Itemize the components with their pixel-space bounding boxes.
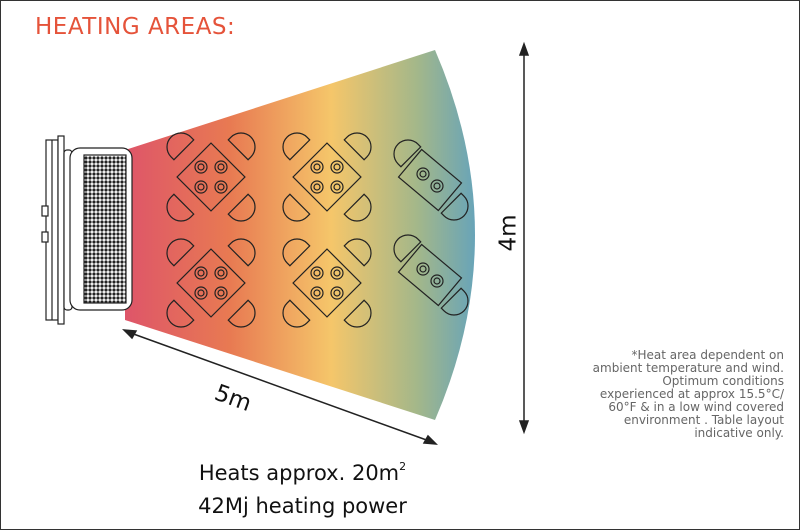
plate-inner bbox=[333, 183, 341, 191]
heat-cone bbox=[125, 50, 475, 420]
width-dimension-arrow bbox=[518, 41, 530, 435]
plate bbox=[430, 274, 444, 288]
chair bbox=[227, 193, 256, 222]
chair bbox=[227, 132, 256, 161]
plate-inner bbox=[313, 289, 321, 297]
disclaimer-note: *Heat area dependent on ambient temperat… bbox=[592, 348, 784, 440]
heating-power-line: 42Mj heating power bbox=[198, 494, 407, 518]
width-label: 4m bbox=[495, 214, 522, 252]
plate-inner bbox=[197, 183, 205, 191]
chair bbox=[343, 193, 372, 222]
chair bbox=[166, 132, 195, 161]
table-top bbox=[176, 142, 246, 212]
plate bbox=[330, 180, 344, 194]
plate bbox=[310, 286, 324, 300]
table-top bbox=[292, 142, 362, 212]
plate-inner bbox=[217, 163, 225, 171]
table-top bbox=[292, 248, 362, 318]
plate-inner bbox=[333, 289, 341, 297]
plate-inner bbox=[433, 182, 441, 190]
plate-inner bbox=[217, 289, 225, 297]
table-two-seat bbox=[393, 139, 469, 221]
plate-inner bbox=[313, 183, 321, 191]
plate-inner bbox=[217, 269, 225, 277]
plate-inner bbox=[197, 163, 205, 171]
chair bbox=[393, 139, 422, 168]
area-superscript: 2 bbox=[399, 460, 407, 473]
heating-area-text: Heats approx. 20m bbox=[198, 461, 400, 485]
table-top bbox=[397, 148, 463, 212]
chair bbox=[166, 238, 195, 267]
plate-inner bbox=[433, 277, 441, 285]
chair bbox=[440, 287, 469, 316]
heading-title: HEATING AREAS: bbox=[35, 14, 236, 40]
plate bbox=[310, 160, 324, 174]
plate bbox=[330, 286, 344, 300]
table-four-seat bbox=[282, 132, 372, 222]
plate bbox=[214, 160, 228, 174]
chair bbox=[343, 238, 372, 267]
heating-area-line: Heats approx. 20m2 bbox=[160, 452, 445, 490]
chair bbox=[282, 299, 311, 328]
plate bbox=[416, 262, 430, 276]
chair bbox=[393, 234, 422, 263]
plate-inner bbox=[313, 163, 321, 171]
chair bbox=[227, 299, 256, 328]
plate bbox=[214, 286, 228, 300]
plate-inner bbox=[419, 170, 427, 178]
length-dimension-arrow bbox=[122, 329, 438, 445]
chair bbox=[282, 193, 311, 222]
plate-inner bbox=[419, 265, 427, 273]
chair bbox=[282, 132, 311, 161]
plate-inner bbox=[333, 269, 341, 277]
plate bbox=[330, 266, 344, 280]
table-two-seat bbox=[393, 234, 469, 316]
table-four-seat bbox=[282, 238, 372, 328]
plate bbox=[430, 179, 444, 193]
chair bbox=[227, 238, 256, 267]
plate bbox=[194, 180, 208, 194]
table-top bbox=[176, 248, 246, 318]
plate bbox=[214, 180, 228, 194]
table-top bbox=[397, 243, 463, 307]
heater-unit bbox=[41, 135, 133, 325]
chair bbox=[440, 192, 469, 221]
plate bbox=[194, 160, 208, 174]
plate bbox=[194, 286, 208, 300]
chair bbox=[166, 193, 195, 222]
chair bbox=[166, 299, 195, 328]
table-four-seat bbox=[166, 238, 256, 328]
table-layout bbox=[166, 132, 469, 328]
plate-inner bbox=[313, 269, 321, 277]
plate bbox=[310, 180, 324, 194]
plate bbox=[330, 160, 344, 174]
plate-inner bbox=[197, 289, 205, 297]
plate bbox=[416, 167, 430, 181]
chair bbox=[343, 132, 372, 161]
plate bbox=[194, 266, 208, 280]
heating-stats: Heats approx. 20m2 42Mj heating power bbox=[160, 452, 445, 523]
plate-inner bbox=[217, 183, 225, 191]
plate bbox=[310, 266, 324, 280]
plate bbox=[214, 266, 228, 280]
chair bbox=[343, 299, 372, 328]
plate-inner bbox=[333, 163, 341, 171]
plate-inner bbox=[197, 269, 205, 277]
chair bbox=[282, 238, 311, 267]
table-four-seat bbox=[166, 132, 256, 222]
